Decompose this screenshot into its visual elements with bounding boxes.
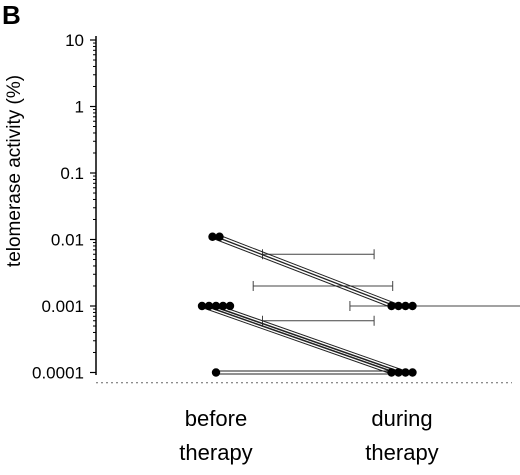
x-category-label: before bbox=[185, 406, 247, 431]
data-point-during bbox=[408, 301, 417, 311]
paired-line bbox=[208, 304, 399, 372]
paired-line bbox=[219, 234, 399, 305]
data-point-before bbox=[215, 232, 224, 241]
paired-line bbox=[201, 307, 392, 375]
y-tick-label: 10 bbox=[65, 31, 84, 50]
x-axis-categories: before therapy during therapy bbox=[179, 406, 438, 465]
data-point-before bbox=[211, 301, 221, 311]
y-axis-label: telomerase activity (%) bbox=[4, 75, 25, 267]
data-point-during bbox=[394, 301, 403, 311]
data-point-during bbox=[387, 301, 396, 311]
data-point-before bbox=[204, 301, 214, 311]
reference-range-lines bbox=[252, 249, 520, 326]
data-point-before bbox=[211, 368, 221, 377]
paired-lines bbox=[201, 234, 413, 375]
data-point-during bbox=[401, 368, 410, 377]
y-tick-label: 0.0001 bbox=[32, 364, 84, 383]
data-point-during bbox=[401, 301, 410, 311]
data-point-before bbox=[225, 301, 235, 311]
y-tick-label: 0.1 bbox=[60, 164, 84, 183]
data-point-during bbox=[408, 368, 417, 377]
paired-line bbox=[215, 304, 406, 372]
y-tick-label: 0.001 bbox=[41, 297, 84, 316]
paired-line bbox=[215, 307, 406, 375]
paired-line bbox=[201, 304, 392, 372]
y-tick-label: 1 bbox=[75, 98, 84, 117]
data-point-before bbox=[218, 301, 228, 311]
x-category-label: during bbox=[371, 406, 432, 431]
data-point-during bbox=[394, 368, 403, 377]
y-tick-label: 0.01 bbox=[51, 231, 84, 250]
data-point-before bbox=[197, 301, 207, 311]
paired-line bbox=[219, 237, 399, 308]
x-category-label: therapy bbox=[179, 440, 252, 465]
x-category-label: therapy bbox=[365, 440, 438, 465]
data-points bbox=[197, 232, 417, 377]
panel-label: B bbox=[2, 0, 21, 30]
data-point-before bbox=[208, 232, 217, 241]
paired-line bbox=[208, 307, 399, 375]
paired-line bbox=[212, 237, 392, 308]
data-point-during bbox=[387, 368, 396, 377]
y-axis-ticks: 10 1 0.1 0.01 0.001 0.0001 bbox=[32, 31, 96, 383]
